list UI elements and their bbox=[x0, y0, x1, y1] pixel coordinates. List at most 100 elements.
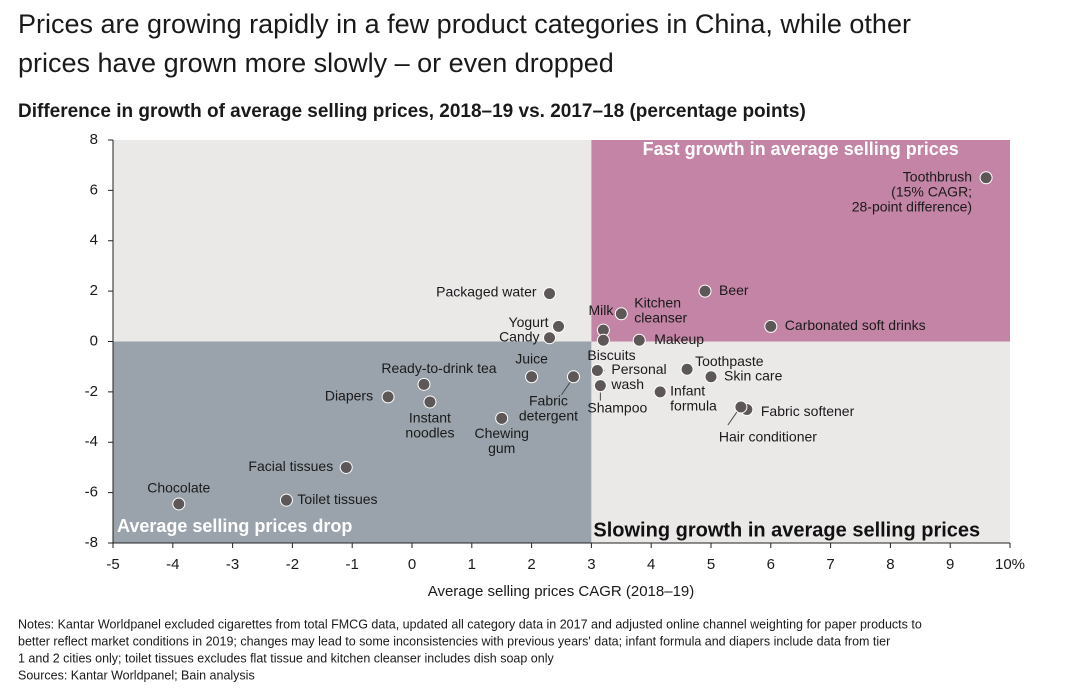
point-label: wash bbox=[610, 376, 644, 392]
point-label: Personal bbox=[611, 361, 666, 377]
point-label: 28-point difference) bbox=[852, 198, 972, 214]
y-tick-label: 2 bbox=[90, 282, 98, 299]
point-label: Toothpaste bbox=[695, 353, 764, 369]
y-tick-label: 0 bbox=[90, 332, 98, 349]
data-point bbox=[417, 377, 431, 391]
point-label: (15% CAGR; bbox=[891, 183, 972, 199]
point-label: Kitchen bbox=[634, 294, 681, 310]
point-label: Yogurt bbox=[509, 314, 549, 330]
data-point bbox=[596, 333, 610, 347]
note-line: 1 and 2 cities only; toilet tissues excl… bbox=[18, 651, 554, 665]
data-point bbox=[698, 284, 712, 298]
x-tick-label: -2 bbox=[286, 556, 299, 573]
y-tick-label: 4 bbox=[90, 232, 98, 249]
x-tick-label: 4 bbox=[647, 556, 655, 573]
x-tick-label: -5 bbox=[106, 556, 119, 573]
data-point bbox=[495, 411, 509, 425]
note-line: better reflect market conditions in 2019… bbox=[18, 634, 890, 648]
x-tick-label: 1 bbox=[468, 556, 476, 573]
point-label: Instant bbox=[409, 410, 451, 426]
x-tick-label: 2 bbox=[527, 556, 535, 573]
data-point bbox=[525, 370, 539, 384]
point-label: Toothbrush bbox=[903, 168, 972, 184]
data-point bbox=[614, 307, 628, 321]
point-label: Shampoo bbox=[587, 399, 647, 415]
point-label: Infant bbox=[670, 383, 705, 399]
point-label: Hair conditioner bbox=[719, 429, 817, 445]
y-tick-label: 8 bbox=[90, 131, 98, 148]
leader-line bbox=[561, 381, 571, 396]
data-point bbox=[279, 493, 293, 507]
points-layer: Toothbrush(15% CAGR;28-point difference)… bbox=[147, 168, 993, 511]
x-tick-label: -1 bbox=[346, 556, 359, 573]
quadrant bbox=[113, 341, 592, 543]
x-tick-label: 9 bbox=[946, 556, 954, 573]
point-label: Milk bbox=[588, 302, 614, 318]
chart-title-line: Prices are growing rapidly in a few prod… bbox=[18, 9, 911, 39]
point-label: Facial tissues bbox=[248, 458, 333, 474]
x-tick-label: 10% bbox=[995, 556, 1025, 573]
sources: Sources: Kantar Worldpanel; Bain analysi… bbox=[18, 668, 255, 682]
y-tick-label: -4 bbox=[85, 433, 98, 450]
x-tick-label: 3 bbox=[587, 556, 595, 573]
point-label: noodles bbox=[405, 425, 454, 441]
chart-subtitle: Difference in growth of average selling … bbox=[18, 101, 806, 122]
data-point bbox=[552, 319, 566, 333]
data-point bbox=[653, 385, 667, 399]
data-point bbox=[593, 379, 607, 393]
quadrant-label: Fast growth in average selling prices bbox=[643, 139, 959, 159]
x-tick-label: -3 bbox=[226, 556, 239, 573]
data-point bbox=[680, 362, 694, 376]
point-label: Diapers bbox=[325, 388, 373, 404]
data-point bbox=[566, 370, 580, 384]
x-tick-label: 5 bbox=[707, 556, 715, 573]
data-point bbox=[339, 460, 353, 474]
x-tick-label: 6 bbox=[767, 556, 775, 573]
point-label: Chocolate bbox=[147, 480, 210, 496]
data-point bbox=[172, 497, 186, 511]
point-label: cleanser bbox=[634, 309, 687, 325]
point-label: Toilet tissues bbox=[297, 491, 377, 507]
point-label: Juice bbox=[515, 350, 548, 366]
point-label: Skin care bbox=[724, 367, 783, 383]
quadrant bbox=[591, 140, 1010, 342]
point-label: Beer bbox=[719, 282, 749, 298]
data-point bbox=[979, 171, 993, 185]
point-label: Packaged water bbox=[436, 283, 537, 299]
data-point bbox=[734, 400, 748, 414]
point-label: Chewing bbox=[474, 425, 528, 441]
point-label: Carbonated soft drinks bbox=[785, 317, 926, 333]
data-point bbox=[632, 333, 646, 347]
quadrant bbox=[591, 341, 1010, 543]
data-point bbox=[543, 331, 557, 345]
quadrant-label: Average selling prices drop bbox=[117, 516, 352, 536]
point-label: Fabric bbox=[529, 392, 568, 408]
quadrant-label: Slowing growth in average selling prices bbox=[593, 519, 980, 541]
data-point bbox=[381, 390, 395, 404]
chart-title-line: prices have grown more slowly – or even … bbox=[18, 48, 614, 78]
data-point bbox=[704, 370, 718, 384]
y-tick-label: 6 bbox=[90, 181, 98, 198]
point-label: detergent bbox=[519, 407, 578, 423]
data-point bbox=[590, 363, 604, 377]
point-label: Fabric softener bbox=[761, 403, 855, 419]
x-tick-label: 0 bbox=[408, 556, 416, 573]
y-tick-label: -6 bbox=[85, 484, 98, 501]
y-tick-label: -2 bbox=[85, 383, 98, 400]
x-tick-label: 8 bbox=[886, 556, 894, 573]
leader-line bbox=[727, 411, 738, 426]
point-label: Candy bbox=[499, 328, 539, 344]
x-tick-label: -4 bbox=[166, 556, 179, 573]
data-point bbox=[764, 319, 778, 333]
point-label: Makeup bbox=[654, 331, 704, 347]
note-line: Notes: Kantar Worldpanel excluded cigare… bbox=[18, 617, 922, 631]
y-tick-label: -8 bbox=[85, 534, 98, 551]
point-label: formula bbox=[670, 398, 717, 414]
x-tick-label: 7 bbox=[826, 556, 834, 573]
data-point bbox=[423, 395, 437, 409]
point-label: Ready-to-drink tea bbox=[381, 360, 496, 376]
data-point bbox=[543, 287, 557, 301]
point-label: gum bbox=[488, 440, 515, 456]
point-label: Biscuits bbox=[587, 347, 635, 363]
x-axis-label: Average selling prices CAGR (2018–19) bbox=[428, 583, 695, 600]
